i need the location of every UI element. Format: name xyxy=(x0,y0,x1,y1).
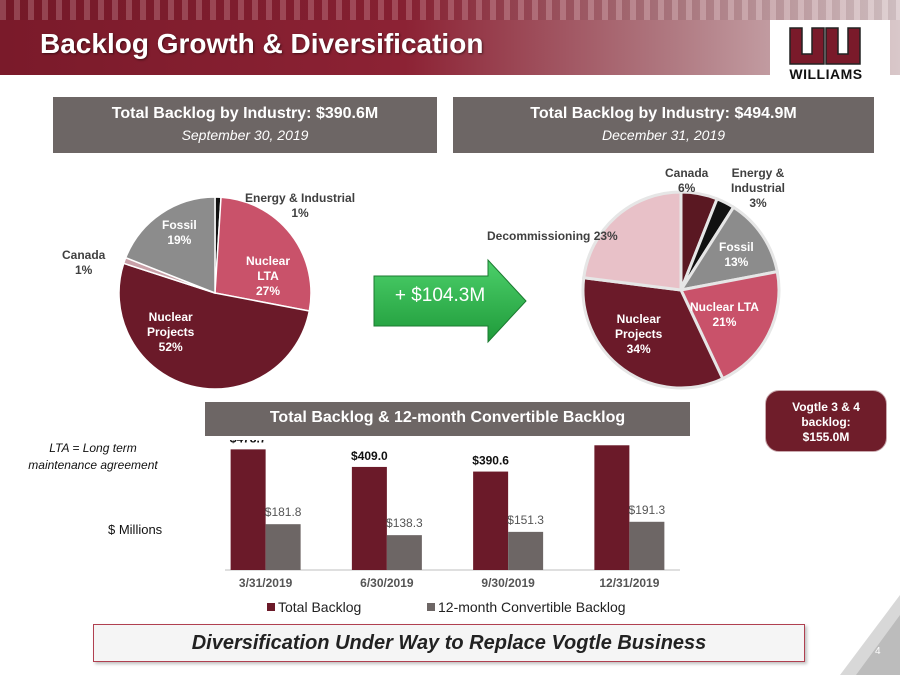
lta-note-line-1: LTA = Long term xyxy=(49,441,137,455)
bar-total-backlog-12-31-2019 xyxy=(594,445,630,570)
pie-label-nuclear-lta: Nuclear LTA 21% xyxy=(690,300,759,330)
pie-left-header: Total Backlog by Industry: $390.6M Septe… xyxy=(53,97,437,153)
pie-label-line: Nuclear LTA xyxy=(690,300,759,314)
bar-value-label: $390.6 xyxy=(472,454,509,468)
title-banner xyxy=(0,0,900,75)
bar-total-backlog-3-31-2019 xyxy=(230,449,266,570)
pie-label-fossil: Fossil 19% xyxy=(162,218,197,248)
pie-slice-nuclear-projects xyxy=(581,276,725,390)
bar-value-label: $478.7 xyxy=(230,440,267,445)
pie-slice-fossil xyxy=(124,196,216,295)
slide-title: Backlog Growth & Diversification xyxy=(40,28,484,59)
bar-12-month-convertible-backlog-12-31-2019 xyxy=(629,521,665,570)
pie-label-line: 27% xyxy=(256,284,281,298)
pie-right-header: Total Backlog by Industry: $494.9M Decem… xyxy=(453,97,874,153)
bar-value-label: $494.9 xyxy=(594,440,631,441)
pie-label-nuclear-lta: Nuclear LTA 27% xyxy=(246,254,290,299)
footer-banner: Diversification Under Way to Replace Vog… xyxy=(93,624,805,662)
pie-label-line: 6% xyxy=(678,181,696,195)
pie-label-line: LTA xyxy=(257,269,279,283)
vogtle-line-3: $155.0M xyxy=(802,430,850,444)
increase-arrow-icon xyxy=(373,258,527,344)
pie-label-line: 34% xyxy=(626,342,651,356)
pie-label-energy-industrial: Energy & Industrial 3% xyxy=(731,166,785,211)
pie-label-line: Energy & xyxy=(731,166,785,180)
pie-label-line: 1% xyxy=(291,206,309,220)
pie-label-line: Nuclear xyxy=(148,310,193,324)
legend-swatch-total-backlog xyxy=(267,603,275,611)
bar-value-label: $138.3 xyxy=(386,516,423,530)
lta-note-line-2: maintenance agreement xyxy=(28,458,158,472)
pie-label-fossil: Fossil 13% xyxy=(719,240,754,270)
pie-label-line: Industrial xyxy=(731,181,786,195)
pie-label-energy-industrial: Energy & Industrial 1% xyxy=(245,191,355,221)
page-number: 4 xyxy=(875,646,881,657)
pie-slice-nuclear-lta xyxy=(214,196,312,312)
pie-label-line: Canada xyxy=(665,166,709,180)
bar-value-label: $151.3 xyxy=(507,513,544,527)
bar-value-label: $191.3 xyxy=(629,503,666,517)
bar-chart-header: Total Backlog & 12-month Convertible Bac… xyxy=(205,402,690,436)
vogtle-line-1: Vogtle 3 & 4 xyxy=(792,400,860,414)
pie-label-nuclear-projects: Nuclear Projects 34% xyxy=(615,312,662,357)
pie-label-line: Energy & Industrial xyxy=(245,191,356,205)
bar-12-month-convertible-backlog-6-30-2019 xyxy=(386,535,422,570)
bar-chart: $478.7 $181.8 3/31/2019 $409.0 $138.3 6/30/20… xyxy=(225,440,680,615)
pie-label-line: 13% xyxy=(724,255,749,269)
lta-footnote: LTA = Long term maintenance agreement xyxy=(18,440,168,474)
pie-label-line: 52% xyxy=(158,340,183,354)
vogtle-backlog-callout: Vogtle 3 & 4 backlog: $155.0M xyxy=(765,390,887,452)
pie-label-line: Fossil xyxy=(162,218,197,232)
increase-label: + $104.3M xyxy=(394,285,486,306)
legend-swatch-12-month-convertible-backlog xyxy=(427,603,435,611)
pie-slice-fossil xyxy=(677,205,780,293)
banner-building-pattern xyxy=(0,0,900,20)
pie-right-title: Total Backlog by Industry: $494.9M xyxy=(530,105,797,122)
pie-label-line: 19% xyxy=(167,233,192,247)
pie-label-line: Nuclear xyxy=(616,312,661,326)
pie-right-date: December 31, 2019 xyxy=(602,127,725,143)
pie-label-line: 1% xyxy=(75,263,93,277)
pie-left-date: September 30, 2019 xyxy=(181,127,309,143)
pie-label-line: Nuclear xyxy=(246,254,291,268)
vogtle-line-2: backlog: xyxy=(801,415,851,429)
pie-label-line: Decommissioning 23% xyxy=(487,229,618,243)
pie-label-line: 21% xyxy=(712,315,737,329)
pie-slice-nuclear-projects xyxy=(118,262,311,390)
pie-label-canada: Canada 1% xyxy=(62,248,105,278)
pie-slice-nuclear-lta xyxy=(678,269,781,381)
x-tick-label: 6/30/2019 xyxy=(360,576,414,590)
pie-label-line: Projects xyxy=(147,325,195,339)
x-tick-label: 12/31/2019 xyxy=(599,576,659,590)
bar-chart-title: Total Backlog & 12-month Convertible Bac… xyxy=(269,409,626,426)
pie-label-line: 3% xyxy=(749,196,767,210)
pie-label-canada: Canada 6% xyxy=(665,166,708,196)
logo-text: WILLIAMS xyxy=(789,66,863,82)
williams-logo-icon xyxy=(786,26,864,66)
bar-total-backlog-9-30-2019 xyxy=(473,471,509,570)
y-axis-label: $ Millions xyxy=(108,522,163,537)
pie-label-line: Projects xyxy=(615,327,663,341)
legend-label: 12-month Convertible Backlog xyxy=(438,599,626,615)
bar-value-label: $181.8 xyxy=(265,505,302,519)
pie-slice-decommissioning xyxy=(582,190,683,292)
pie-label-line: Canada xyxy=(62,248,106,262)
pie-label-line: Fossil xyxy=(719,240,754,254)
corner-decoration xyxy=(840,595,900,675)
bar-value-label: $409.0 xyxy=(351,449,388,463)
pie-label-decommissioning: Decommissioning 23% xyxy=(487,229,618,244)
pie-label-nuclear-projects: Nuclear Projects 52% xyxy=(147,310,194,355)
bar-12-month-convertible-backlog-3-31-2019 xyxy=(265,524,301,570)
bar-12-month-convertible-backlog-9-30-2019 xyxy=(508,531,544,570)
legend-label: Total Backlog xyxy=(278,599,361,615)
bar-total-backlog-6-30-2019 xyxy=(351,466,387,570)
pie-left-title: Total Backlog by Industry: $390.6M xyxy=(111,105,379,122)
x-tick-label: 3/31/2019 xyxy=(239,576,293,590)
x-tick-label: 9/30/2019 xyxy=(481,576,535,590)
